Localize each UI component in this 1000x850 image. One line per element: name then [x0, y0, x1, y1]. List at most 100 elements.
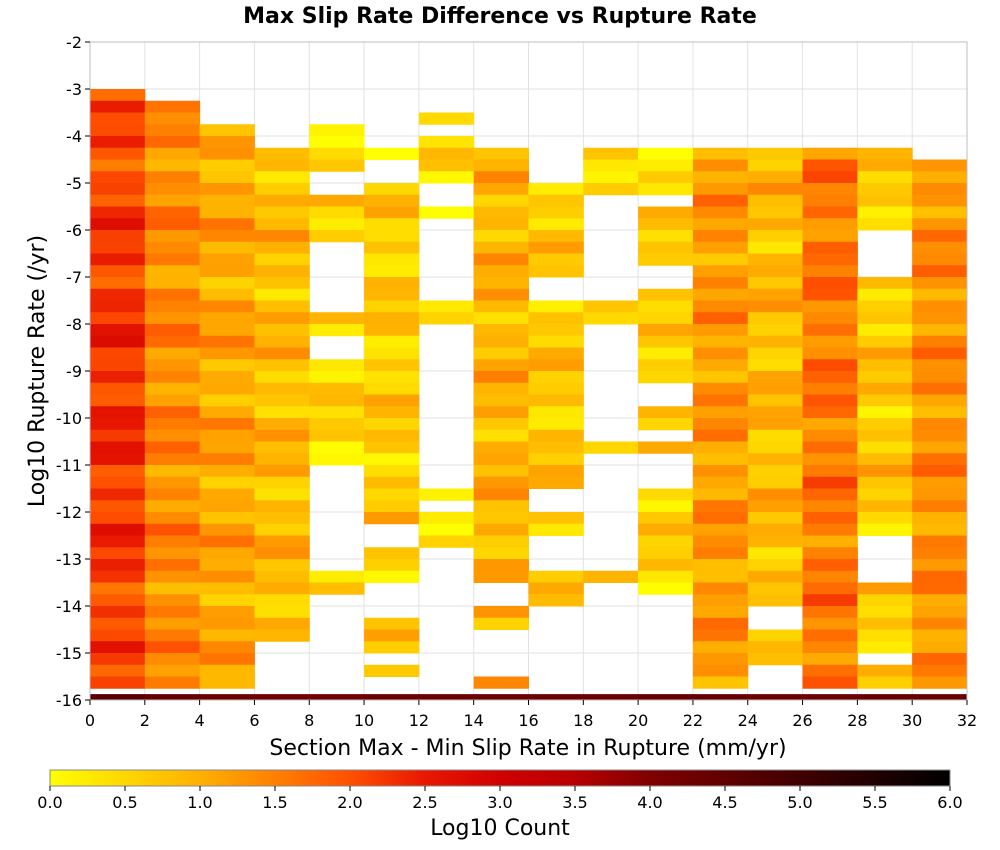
heatmap-cell [912, 206, 968, 219]
heatmap-cell [254, 218, 310, 231]
heatmap-cell [364, 429, 420, 442]
heatmap-cell [254, 500, 310, 513]
heatmap-cell [144, 183, 201, 196]
heatmap-cell [144, 359, 201, 372]
colorbar-tick-label: 1.0 [187, 793, 212, 812]
heatmap-cell [802, 312, 858, 325]
heatmap-cell [747, 629, 804, 642]
heatmap-cell [199, 570, 255, 583]
heatmap-cell [747, 523, 804, 536]
heatmap-cell [912, 371, 968, 384]
heatmap-cell [473, 694, 529, 700]
heatmap-cell [199, 476, 255, 489]
heatmap-cell [364, 547, 420, 560]
heatmap-cell [199, 371, 255, 384]
heatmap-cell [199, 171, 255, 184]
heatmap-cell [144, 488, 201, 501]
y-axis-title: Log10 Rupture Rate (/yr) [25, 235, 50, 507]
heatmap-cell [528, 230, 584, 243]
heatmap-cell [857, 171, 913, 184]
heatmap-cell [528, 253, 584, 266]
heatmap-cell [528, 300, 584, 313]
heatmap-cell [144, 171, 201, 184]
y-tick-label: -15 [56, 644, 82, 663]
heatmap-cell [857, 218, 913, 231]
heatmap-cell [692, 465, 749, 478]
heatmap-cell [912, 641, 968, 654]
heatmap-cell [912, 218, 968, 231]
heatmap-cell [857, 429, 913, 442]
heatmap-cell [692, 288, 749, 301]
heatmap-cell [473, 206, 529, 219]
heatmap-cell [473, 359, 529, 372]
heatmap-cell [583, 159, 639, 172]
heatmap-cell [912, 312, 968, 325]
y-tick-label: -11 [56, 456, 82, 475]
heatmap-cell [144, 124, 201, 137]
heatmap-cell [692, 371, 749, 384]
x-tick-label: 12 [409, 711, 429, 730]
heatmap-cell [364, 418, 420, 431]
heatmap-cell [638, 230, 694, 243]
heatmap-cell [144, 406, 201, 419]
heatmap-cell [418, 112, 475, 125]
x-tick-label: 20 [628, 711, 648, 730]
heatmap-cell [254, 453, 310, 466]
x-tick-label: 24 [738, 711, 758, 730]
heatmap-cell [692, 453, 749, 466]
heatmap-cell [802, 359, 858, 372]
heatmap-cell [309, 230, 365, 243]
heatmap-cell [309, 136, 365, 149]
heatmap-cell [90, 570, 146, 583]
heatmap-cell [857, 629, 913, 642]
x-tick-label: 26 [792, 711, 812, 730]
heatmap-cell [912, 523, 968, 536]
heatmap-cell [90, 629, 146, 642]
heatmap-cell [692, 218, 749, 231]
heatmap-cell [199, 535, 255, 548]
heatmap-cell [254, 230, 310, 243]
heatmap-cell [90, 159, 146, 172]
heatmap-cell [802, 641, 858, 654]
y-tick-label: -10 [56, 409, 82, 428]
heatmap-cell [912, 335, 968, 348]
heatmap-cell [857, 312, 913, 325]
heatmap-cell [638, 347, 694, 360]
heatmap-cell [638, 335, 694, 348]
heatmap-cell [528, 382, 584, 395]
heatmap-cell [364, 324, 420, 337]
heatmap-cell [254, 265, 310, 278]
heatmap-cell [692, 159, 749, 172]
heatmap-cell [90, 476, 146, 489]
heatmap-cell [802, 347, 858, 360]
heatmap-cell [144, 265, 201, 278]
heatmap-cell [857, 441, 913, 454]
heatmap-cell [90, 112, 146, 125]
heatmap-cell [912, 265, 968, 278]
heatmap-cell [418, 147, 475, 160]
heatmap-cell [912, 629, 968, 642]
heatmap-cell [638, 206, 694, 219]
y-tick-label: -7 [66, 268, 82, 287]
heatmap-cell [254, 488, 310, 501]
heatmap-cell [912, 582, 968, 595]
heatmap-cell [692, 570, 749, 583]
heatmap-cell [473, 465, 529, 478]
heatmap-cell [857, 300, 913, 313]
heatmap-cell [254, 523, 310, 536]
heatmap-cell [199, 218, 255, 231]
heatmap-cell [747, 406, 804, 419]
heatmap-cell [802, 594, 858, 607]
heatmap-cell [199, 453, 255, 466]
heatmap-cell [364, 359, 420, 372]
heatmap-cell [199, 429, 255, 442]
heatmap-cell [418, 206, 475, 219]
heatmap-cell [309, 694, 365, 700]
heatmap-cell [309, 453, 365, 466]
heatmap-cell [144, 335, 201, 348]
heatmap-cell [254, 371, 310, 384]
heatmap-cell [199, 183, 255, 196]
heatmap-cell [528, 371, 584, 384]
heatmap-cell [199, 230, 255, 243]
colorbar-tick-label: 2.5 [412, 793, 437, 812]
